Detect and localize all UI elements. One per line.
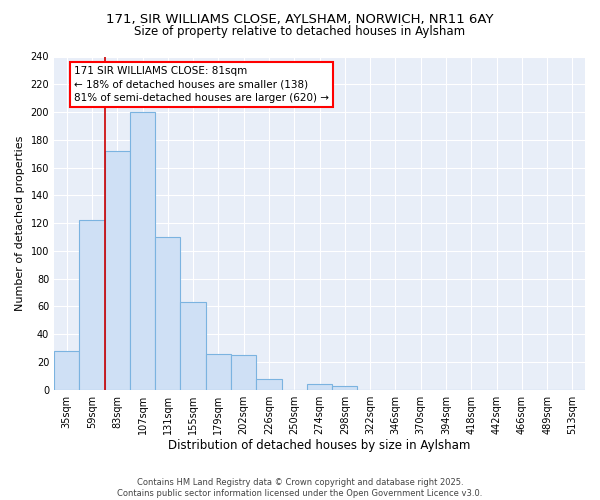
- Y-axis label: Number of detached properties: Number of detached properties: [15, 136, 25, 311]
- Bar: [130, 112, 155, 390]
- Bar: [231, 355, 256, 390]
- Bar: [256, 378, 281, 390]
- Bar: [155, 237, 181, 390]
- Bar: [181, 302, 206, 390]
- Bar: [206, 354, 231, 390]
- Bar: [307, 384, 332, 390]
- Text: 171, SIR WILLIAMS CLOSE, AYLSHAM, NORWICH, NR11 6AY: 171, SIR WILLIAMS CLOSE, AYLSHAM, NORWIC…: [106, 12, 494, 26]
- Text: Size of property relative to detached houses in Aylsham: Size of property relative to detached ho…: [134, 25, 466, 38]
- Bar: [54, 351, 79, 390]
- Bar: [104, 151, 130, 390]
- Text: 171 SIR WILLIAMS CLOSE: 81sqm
← 18% of detached houses are smaller (138)
81% of : 171 SIR WILLIAMS CLOSE: 81sqm ← 18% of d…: [74, 66, 329, 102]
- Bar: [332, 386, 358, 390]
- Bar: [79, 220, 104, 390]
- Text: Contains HM Land Registry data © Crown copyright and database right 2025.
Contai: Contains HM Land Registry data © Crown c…: [118, 478, 482, 498]
- X-axis label: Distribution of detached houses by size in Aylsham: Distribution of detached houses by size …: [169, 440, 471, 452]
